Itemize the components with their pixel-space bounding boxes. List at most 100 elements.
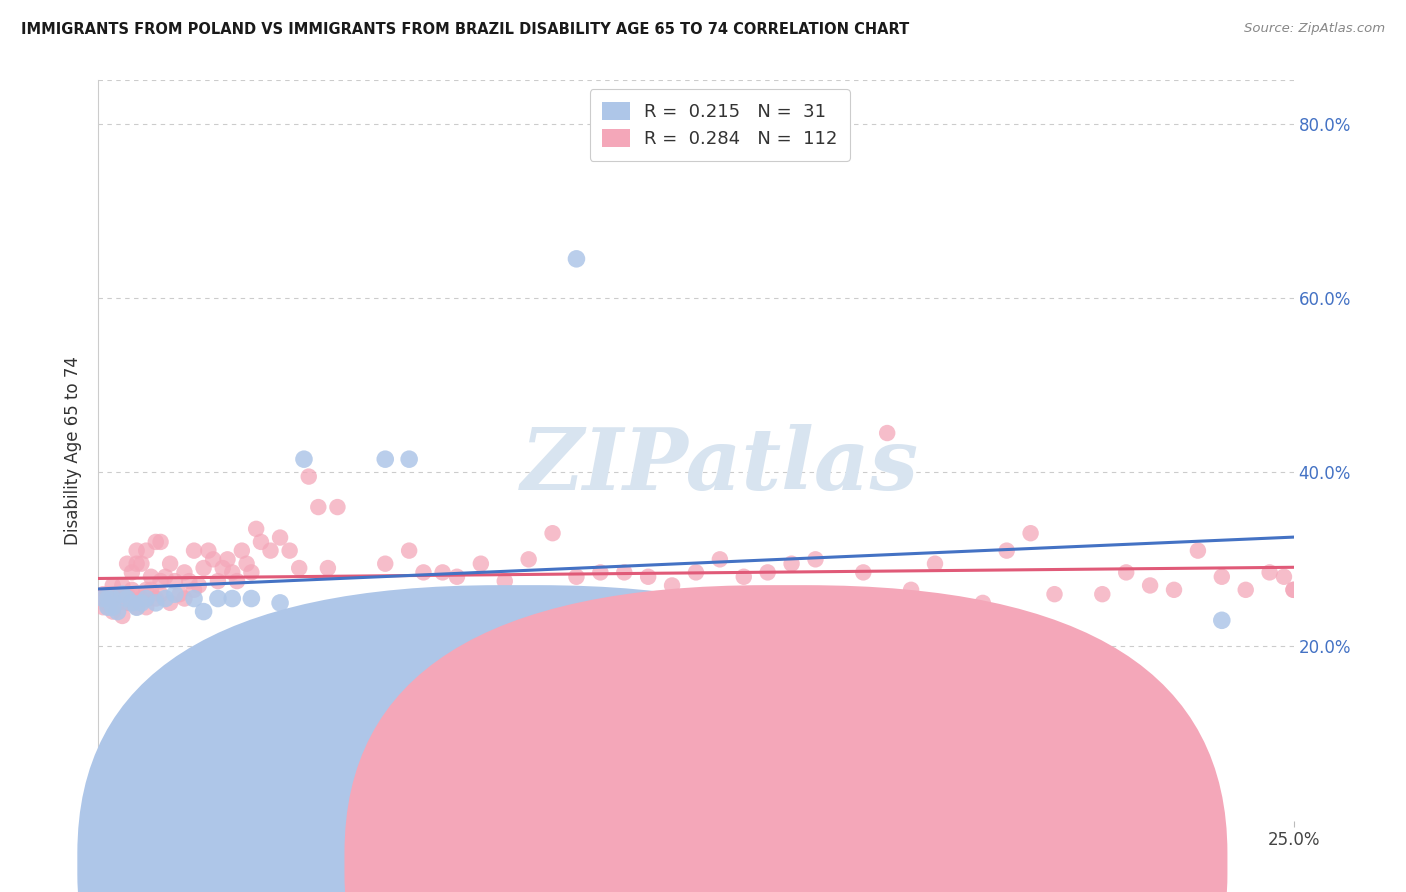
Point — [187, 578, 209, 592]
Point — [91, 591, 114, 606]
Point — [197, 543, 219, 558]
Point — [541, 526, 564, 541]
Point — [1091, 587, 1114, 601]
Point — [709, 552, 731, 566]
Point — [780, 557, 803, 571]
Point — [101, 600, 124, 615]
Point — [900, 582, 922, 597]
Point — [211, 561, 233, 575]
Point — [149, 535, 172, 549]
Legend: R =  0.215   N =  31, R =  0.284   N =  112: R = 0.215 N = 31, R = 0.284 N = 112 — [589, 89, 851, 161]
Point — [316, 561, 339, 575]
Point — [470, 557, 492, 571]
Point — [221, 591, 243, 606]
Point — [173, 566, 195, 580]
Point — [97, 600, 120, 615]
Point — [278, 543, 301, 558]
Point — [995, 543, 1018, 558]
Point — [135, 600, 157, 615]
Point — [876, 425, 898, 440]
Point — [1272, 570, 1295, 584]
Point — [565, 600, 588, 615]
Point — [269, 531, 291, 545]
Point — [97, 600, 120, 615]
Point — [924, 557, 946, 571]
Point — [159, 557, 181, 571]
Point — [97, 587, 120, 601]
Point — [179, 574, 201, 588]
Point — [101, 578, 124, 592]
Point — [374, 557, 396, 571]
Point — [207, 574, 229, 588]
Point — [111, 587, 134, 601]
Point — [115, 557, 138, 571]
Point — [125, 600, 148, 615]
Point — [125, 600, 148, 615]
Point — [756, 566, 779, 580]
Point — [613, 566, 636, 580]
Point — [135, 543, 157, 558]
Point — [235, 557, 257, 571]
Point — [131, 557, 153, 571]
Point — [685, 566, 707, 580]
Point — [91, 591, 114, 606]
Point — [121, 582, 143, 597]
Point — [250, 535, 273, 549]
Point — [149, 574, 172, 588]
Text: ZIPatlas: ZIPatlas — [520, 424, 920, 507]
Point — [1234, 582, 1257, 597]
Point — [245, 522, 267, 536]
Point — [107, 605, 129, 619]
Point — [91, 587, 114, 601]
Point — [173, 591, 195, 606]
Point — [1282, 582, 1305, 597]
Point — [804, 552, 827, 566]
Point — [131, 596, 153, 610]
Point — [183, 582, 205, 597]
Point — [733, 570, 755, 584]
Point — [111, 609, 134, 624]
Point — [613, 600, 636, 615]
Point — [202, 552, 225, 566]
Point — [135, 582, 157, 597]
Point — [412, 566, 434, 580]
Point — [115, 591, 138, 606]
Point — [1282, 582, 1305, 597]
Point — [101, 587, 124, 601]
Point — [804, 605, 827, 619]
Point — [1211, 613, 1233, 627]
Point — [91, 591, 114, 606]
Point — [121, 596, 143, 610]
Point — [139, 582, 162, 597]
Point — [217, 552, 239, 566]
Point — [145, 591, 167, 606]
Point — [221, 566, 243, 580]
Point — [374, 452, 396, 467]
Point — [517, 605, 540, 619]
Point — [163, 587, 186, 601]
Point — [307, 500, 329, 514]
Point — [1115, 566, 1137, 580]
Point — [125, 557, 148, 571]
Point — [111, 578, 134, 592]
Point — [91, 600, 114, 615]
Point — [183, 591, 205, 606]
Point — [1163, 582, 1185, 597]
Point — [288, 561, 311, 575]
Text: Source: ZipAtlas.com: Source: ZipAtlas.com — [1244, 22, 1385, 36]
Point — [101, 591, 124, 606]
Point — [101, 591, 124, 606]
Point — [111, 587, 134, 601]
Text: Immigrants from Poland: Immigrants from Poland — [544, 856, 728, 871]
Point — [398, 452, 420, 467]
Point — [193, 561, 215, 575]
Point — [183, 543, 205, 558]
Y-axis label: Disability Age 65 to 74: Disability Age 65 to 74 — [65, 356, 83, 545]
Point — [494, 574, 516, 588]
Point — [159, 596, 181, 610]
Point — [565, 252, 588, 266]
Point — [259, 543, 281, 558]
Point — [298, 469, 321, 483]
Point — [470, 657, 492, 671]
Point — [446, 570, 468, 584]
